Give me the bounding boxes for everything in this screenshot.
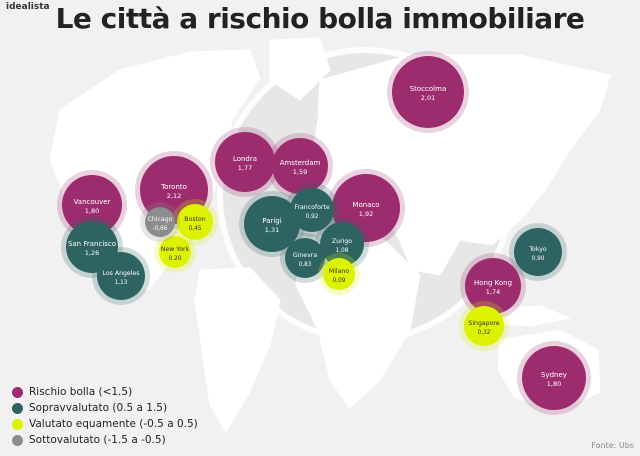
bubble-city-name: New York: [161, 246, 190, 253]
bubble-city-value: 0,90: [532, 256, 545, 262]
page-title: Le città a rischio bolla immobiliare: [55, 2, 585, 35]
bubble-city-name: Amsterdam: [280, 159, 321, 167]
bubble-city-value: 1,80: [85, 207, 99, 215]
legend-dot-sotto: [12, 434, 23, 446]
bubble-los-angeles: [97, 252, 145, 300]
bubble-city-value: 0.20: [169, 256, 182, 262]
bubble-city-name: Stoccolma: [410, 85, 447, 93]
legend-label: Sottovalutato (-1.5 a -0.5): [29, 434, 166, 446]
legend-label: Sopravvalutato (0.5 a 1.5): [29, 402, 168, 414]
legend: Rischio bolla (<1.5) Sopravvalutato (0.5…: [12, 384, 198, 448]
bubble-city-name: Chicago: [148, 216, 173, 223]
bubble-city-value: 0,45: [189, 226, 202, 232]
legend-dot-rischio: [12, 386, 23, 398]
bubble-city-name: Monaco: [352, 201, 379, 209]
bubble-chicago: [145, 207, 175, 237]
bubble-francoforte: [290, 188, 334, 232]
bubble-city-value: 0,92: [306, 214, 319, 220]
bubble-city-name: Vancouver: [74, 198, 111, 206]
bubble-city-name: Tokyo: [528, 246, 547, 253]
bubble-boston: [177, 204, 213, 240]
bubble-city-name: Parigi: [262, 217, 281, 225]
bubble-city-name: Zurigo: [332, 238, 352, 245]
bubble-city-value: 2,01: [421, 94, 435, 102]
bubble-sydney: [522, 346, 586, 410]
bubble-city-name: Singapore: [468, 320, 499, 327]
bubble-city-name: Toronto: [160, 183, 187, 191]
legend-item-sotto: Sottovalutato (-1.5 a -0.5): [12, 432, 198, 448]
bubble-city-name: Los Angeles: [103, 270, 140, 277]
bubble-singapore: [464, 306, 504, 346]
bubble-city-value: 1,26: [85, 249, 99, 257]
bubble-new-york: [159, 236, 191, 268]
bubble-city-value: 1,77: [238, 164, 252, 172]
bubble-city-value: -0,66: [153, 226, 168, 232]
bubble-zurigo: [320, 222, 364, 266]
bubble-city-name: Sydney: [541, 371, 567, 379]
bubble-city-value: 1,13: [115, 280, 128, 286]
legend-label: Valutato equamente (-0.5 a 0.5): [29, 418, 198, 430]
bubble-city-value: 0,09: [333, 278, 346, 284]
greenland-shape: [269, 37, 331, 101]
legend-item-rischio: Rischio bolla (<1.5): [12, 384, 198, 400]
bubble-city-name: Ginevra: [293, 252, 317, 259]
legend-dot-equo: [12, 418, 23, 430]
south-america-shape: [194, 267, 281, 433]
bubble-city-value: 0,32: [478, 330, 491, 336]
bubble-city-name: Londra: [233, 155, 257, 163]
bubble-city-value: 1,59: [293, 168, 307, 176]
bubble-city-value: 1,31: [265, 226, 279, 234]
bubble-city-name: Milano: [329, 268, 349, 275]
bubble-hong-kong: [465, 258, 521, 314]
bubble-tokyo: [514, 228, 562, 276]
bubble-stoccolma: [392, 56, 464, 128]
brand-logo: idealista: [6, 2, 50, 12]
bubble-city-value: 1,08: [336, 248, 349, 254]
bubble-city-name: San Francisco: [68, 240, 116, 248]
bubble-city-name: Francoforte: [294, 204, 329, 211]
legend-label: Rischio bolla (<1.5): [29, 386, 133, 398]
bubble-city-name: Boston: [184, 216, 205, 223]
bubble-milano: [323, 258, 355, 290]
bubble-ginevra: [285, 238, 325, 278]
legend-dot-soprav: [12, 402, 23, 414]
bubble-city-value: 1,74: [486, 288, 500, 296]
source-note: Fonte: Ubs: [591, 441, 634, 450]
bubble-amsterdam: [272, 138, 328, 194]
bubble-city-name: Hong Kong: [474, 279, 512, 287]
bubble-city-value: 0,83: [299, 262, 312, 268]
bubble-parigi: [244, 196, 300, 252]
legend-item-equo: Valutato equamente (-0.5 a 0.5): [12, 416, 198, 432]
legend-item-soprav: Sopravvalutato (0.5 a 1.5): [12, 400, 198, 416]
bubble-vancouver: [62, 175, 122, 235]
bubble-londra: [215, 132, 275, 192]
bubble-city-value: 1,92: [359, 210, 373, 218]
bubble-city-value: 1,80: [547, 380, 561, 388]
bubble-city-value: 2,12: [167, 192, 181, 200]
